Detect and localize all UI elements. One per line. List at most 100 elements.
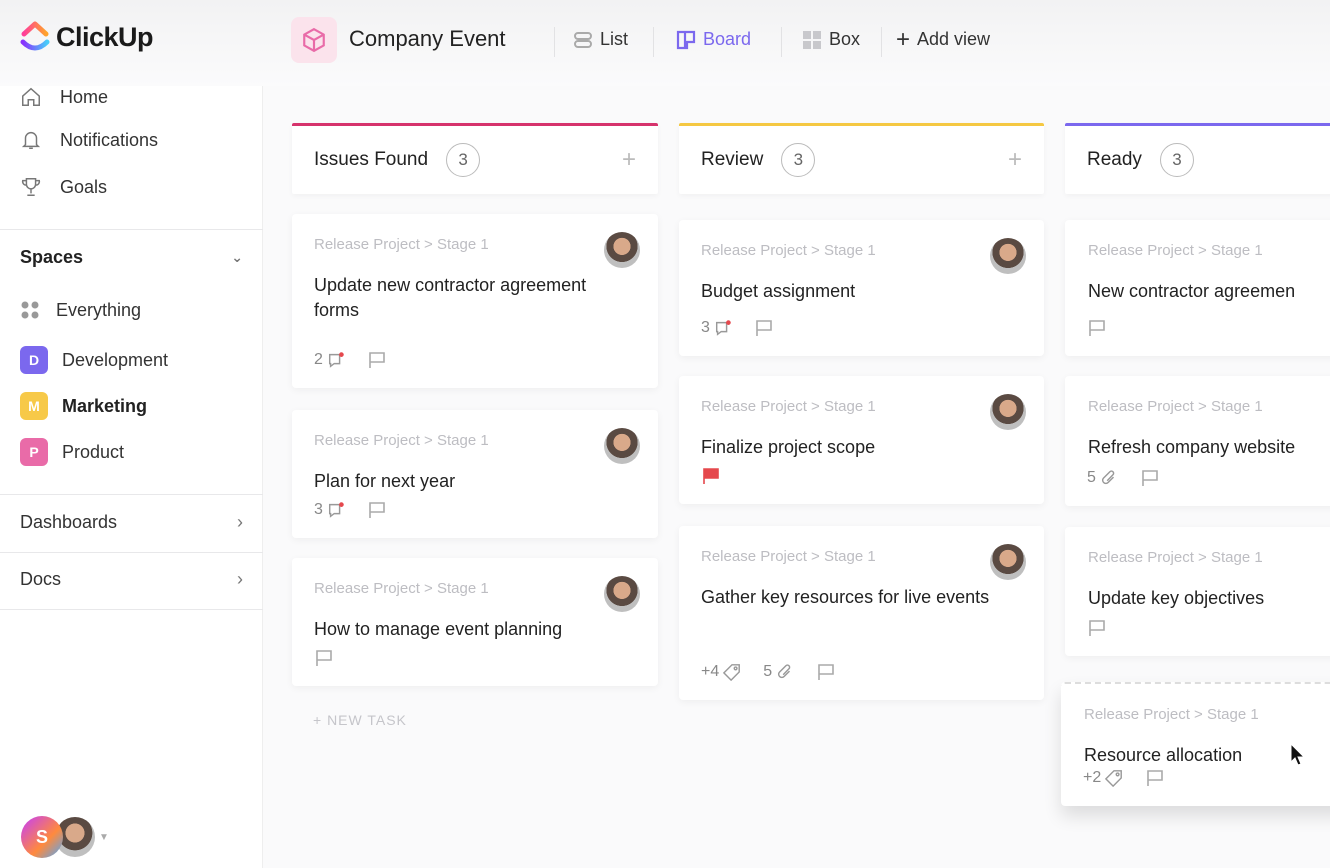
card-breadcrumb[interactable]: Release Project > Stage 1 [314, 236, 489, 253]
task-card[interactable]: Release Project > Stage 1 Update new cont… [292, 214, 658, 388]
card-footer: +4 5 [701, 662, 836, 682]
add-task-plus-icon[interactable]: + [621, 146, 636, 173]
assignee-avatar[interactable] [604, 428, 640, 464]
task-card[interactable]: Release Project > Stage 1 Refresh company… [1065, 376, 1330, 506]
flag-icon[interactable] [754, 318, 774, 338]
task-card[interactable]: Release Project > Stage 1 Finalize projec… [679, 376, 1044, 504]
card-footer [701, 466, 721, 486]
assignee-avatar[interactable] [604, 232, 640, 268]
card-attachments[interactable]: 5 [1087, 469, 1118, 487]
card-flag[interactable] [816, 662, 836, 682]
add-task-plus-icon[interactable]: + [1007, 146, 1022, 173]
card-title[interactable]: Gather key resources for live events [701, 587, 990, 607]
card-breadcrumb[interactable]: Release Project > Stage 1 [314, 432, 489, 449]
card-comments[interactable]: 3 [314, 501, 345, 519]
sidebar-item-notifications[interactable]: Notifications [20, 129, 158, 151]
task-card[interactable]: Release Project > Stage 1 Budget assignme… [679, 220, 1044, 356]
space-marketing[interactable]: M Marketing [20, 392, 147, 420]
task-card[interactable]: Release Project > Stage 1 Resource alloca… [1061, 682, 1330, 806]
flag-icon[interactable] [367, 500, 387, 520]
space-everything[interactable]: Everything [20, 299, 141, 321]
assignee-avatar[interactable] [990, 544, 1026, 580]
flag-icon[interactable] [1145, 768, 1165, 788]
view-tab-list[interactable]: List [573, 29, 628, 50]
card-breadcrumb[interactable]: Release Project > Stage 1 [701, 548, 876, 565]
paperclip-icon [1101, 470, 1115, 485]
chevron-down-icon[interactable]: ⌄ [231, 249, 243, 265]
card-attachments-count: 5 [763, 663, 773, 680]
card-flag-red[interactable] [701, 466, 721, 486]
card-comments[interactable]: 3 [701, 319, 732, 337]
card-comments[interactable]: 2 [314, 351, 345, 369]
card-flag[interactable] [367, 500, 387, 520]
card-tags[interactable]: +2 [1083, 769, 1123, 787]
flag-icon[interactable] [1087, 618, 1107, 638]
view-tab-board[interactable]: Board [676, 29, 751, 50]
mouse-cursor-icon [1290, 743, 1306, 766]
card-flag[interactable] [314, 648, 334, 668]
view-tab-box[interactable]: Box [802, 29, 860, 50]
card-title[interactable]: Update key objectives [1088, 588, 1265, 608]
card-footer: 3 [701, 318, 774, 338]
card-title[interactable]: Plan for next year [314, 471, 456, 491]
assignee-avatar[interactable] [990, 238, 1026, 274]
card-title[interactable]: Finalize project scope [701, 437, 876, 457]
card-title[interactable]: Refresh company website [1088, 437, 1296, 457]
task-card[interactable]: Release Project > Stage 1 Gather key reso… [679, 526, 1044, 700]
task-card[interactable]: Release Project > Stage 1 Update key obje… [1065, 527, 1330, 656]
card-flag[interactable] [1145, 768, 1165, 788]
card-title[interactable]: Budget assignment [701, 281, 856, 301]
card-attachments[interactable]: 5 [763, 663, 794, 681]
card-tags[interactable]: +4 [701, 663, 741, 681]
home-icon [22, 87, 40, 106]
card-breadcrumb[interactable]: Release Project > Stage 1 [314, 580, 489, 597]
user-menu[interactable]: S ▼ [21, 816, 109, 858]
space-label: Product [62, 441, 125, 462]
sidebar-item-dashboards[interactable]: Dashboards › [20, 512, 243, 533]
space-avatar: D [20, 346, 48, 374]
sidebar-item-goals[interactable]: Goals [20, 176, 107, 198]
space-development[interactable]: D Development [20, 346, 168, 374]
space-product[interactable]: P Product [20, 438, 124, 466]
column-header: Issues Found 3 + [292, 123, 658, 194]
task-card[interactable]: Release Project > Stage 1 Plan for next y… [292, 410, 658, 538]
chevron-right-icon: › [237, 512, 243, 532]
sidebar-item-home[interactable]: Home [20, 86, 108, 108]
card-flag[interactable] [1087, 318, 1107, 338]
card-breadcrumb[interactable]: Release Project > Stage 1 [701, 242, 876, 259]
flag-icon[interactable] [1140, 468, 1160, 488]
card-breadcrumb[interactable]: Release Project > Stage 1 [1084, 706, 1259, 723]
card-flag[interactable] [1140, 468, 1160, 488]
flag-icon[interactable] [816, 662, 836, 682]
flag-red-icon[interactable] [701, 466, 721, 486]
card-title[interactable]: Resource allocation [1084, 745, 1243, 765]
sidebar-item-docs[interactable]: Docs › [20, 569, 243, 590]
card-breadcrumb[interactable]: Release Project > Stage 1 [1088, 242, 1263, 259]
clickup-logo[interactable]: ClickUp [20, 20, 154, 54]
card-title[interactable]: Update new contractor agreement forms [314, 275, 587, 320]
flag-icon[interactable] [1087, 318, 1107, 338]
card-title[interactable]: How to manage event planning [314, 619, 563, 639]
card-breadcrumb[interactable]: Release Project > Stage 1 [1088, 549, 1263, 566]
space-label: Everything [56, 299, 142, 320]
card-flag[interactable] [754, 318, 774, 338]
flag-icon[interactable] [314, 648, 334, 668]
spaces-header[interactable]: Spaces ⌄ [20, 247, 243, 268]
flag-icon[interactable] [367, 350, 387, 370]
column-count: 3 [1159, 143, 1194, 177]
assignee-avatar[interactable] [604, 576, 640, 612]
card-flag[interactable] [1087, 618, 1107, 638]
project-icon[interactable] [291, 17, 337, 63]
divider [0, 229, 263, 230]
add-view-button[interactable]: + Add view [896, 27, 990, 51]
card-flag[interactable] [367, 350, 387, 370]
card-tags-count: +4 [701, 663, 720, 680]
task-card[interactable]: Release Project > Stage 1 How to manage e… [292, 558, 658, 686]
card-breadcrumb[interactable]: Release Project > Stage 1 [1088, 398, 1263, 415]
new-task-button[interactable]: + NEW TASK [313, 712, 407, 728]
box-icon [803, 30, 821, 49]
card-breadcrumb[interactable]: Release Project > Stage 1 [701, 398, 876, 415]
task-card[interactable]: Release Project > Stage 1 New contractor … [1065, 220, 1330, 356]
assignee-avatar[interactable] [990, 394, 1026, 430]
card-title[interactable]: New contractor agreemen [1088, 281, 1296, 301]
